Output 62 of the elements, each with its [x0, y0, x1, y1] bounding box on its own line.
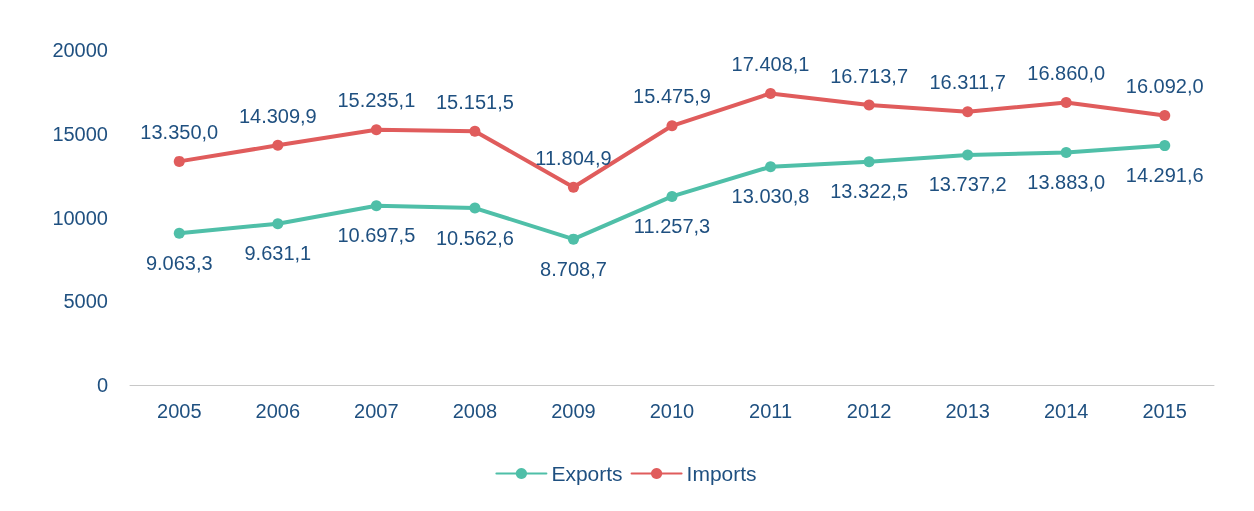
- data-label: 16.713,7: [830, 64, 909, 87]
- data-label: 11.257,3: [633, 214, 711, 237]
- data-label: 10.697,5: [337, 224, 416, 247]
- point: [666, 190, 678, 202]
- point: [863, 99, 875, 111]
- y-tick-label: 0: [96, 374, 108, 396]
- point: [962, 106, 974, 118]
- point: [567, 233, 579, 245]
- data-label: 13.350,0: [140, 120, 219, 143]
- point: [666, 120, 678, 132]
- y-tick-label: 15000: [52, 122, 108, 145]
- x-tick-label: 2011: [749, 400, 793, 422]
- x-tick-label: 2005: [157, 400, 202, 422]
- point: [962, 149, 974, 161]
- data-label: 16.311,7: [929, 71, 1006, 94]
- x-tick-label: 2012: [846, 400, 892, 422]
- point: [567, 181, 579, 193]
- point: [1159, 109, 1171, 121]
- data-label: 13.322,5: [830, 180, 909, 203]
- x-tick-label: 2007: [354, 400, 399, 422]
- data-label: 13.030,8: [731, 185, 810, 208]
- x-tick-label: 2013: [945, 400, 990, 422]
- data-label: 16.092,0: [1125, 74, 1204, 97]
- point: [1159, 140, 1171, 152]
- point: [469, 202, 481, 214]
- point: [370, 200, 382, 212]
- x-tick-label: 2015: [1142, 400, 1187, 422]
- data-label: 10.562,6: [435, 226, 514, 249]
- data-label: 16.860,0: [1027, 62, 1106, 85]
- legend-label: Imports: [686, 462, 757, 485]
- point: [765, 161, 777, 173]
- point: [173, 155, 185, 167]
- point: [272, 139, 284, 151]
- data-label: 8.708,7: [540, 257, 607, 280]
- data-label: 9.063,3: [145, 251, 213, 274]
- y-tick-label: 5000: [63, 290, 108, 313]
- data-label: 14.291,6: [1125, 164, 1204, 187]
- point: [370, 124, 382, 136]
- point: [863, 156, 875, 168]
- y-tick-label: 10000: [52, 206, 108, 229]
- data-label: 17.408,1: [731, 52, 810, 75]
- x-tick-label: 2008: [452, 400, 498, 422]
- data-label: 9.631,1: [244, 242, 312, 265]
- data-label: 14.309,9: [238, 104, 317, 127]
- data-label: 15.151,5: [435, 90, 514, 113]
- point: [469, 125, 481, 137]
- data-label: 15.235,1: [337, 89, 416, 112]
- data-label: 15.475,9: [633, 85, 711, 108]
- point: [1060, 146, 1072, 158]
- x-tick-label: 2014: [1043, 400, 1089, 422]
- legend-label: Exports: [551, 462, 623, 485]
- point: [173, 227, 185, 239]
- data-label: 13.883,0: [1027, 170, 1106, 193]
- y-tick-label: 20000: [52, 39, 108, 61]
- point: [765, 87, 777, 99]
- point: [272, 218, 284, 230]
- x-tick-label: 2010: [649, 400, 695, 422]
- data-label: 13.737,2: [928, 173, 1007, 196]
- x-tick-label: 2006: [255, 400, 301, 422]
- data-label: 11.804,9: [535, 146, 612, 169]
- x-tick-label: 2009: [551, 400, 596, 422]
- point: [1060, 97, 1072, 109]
